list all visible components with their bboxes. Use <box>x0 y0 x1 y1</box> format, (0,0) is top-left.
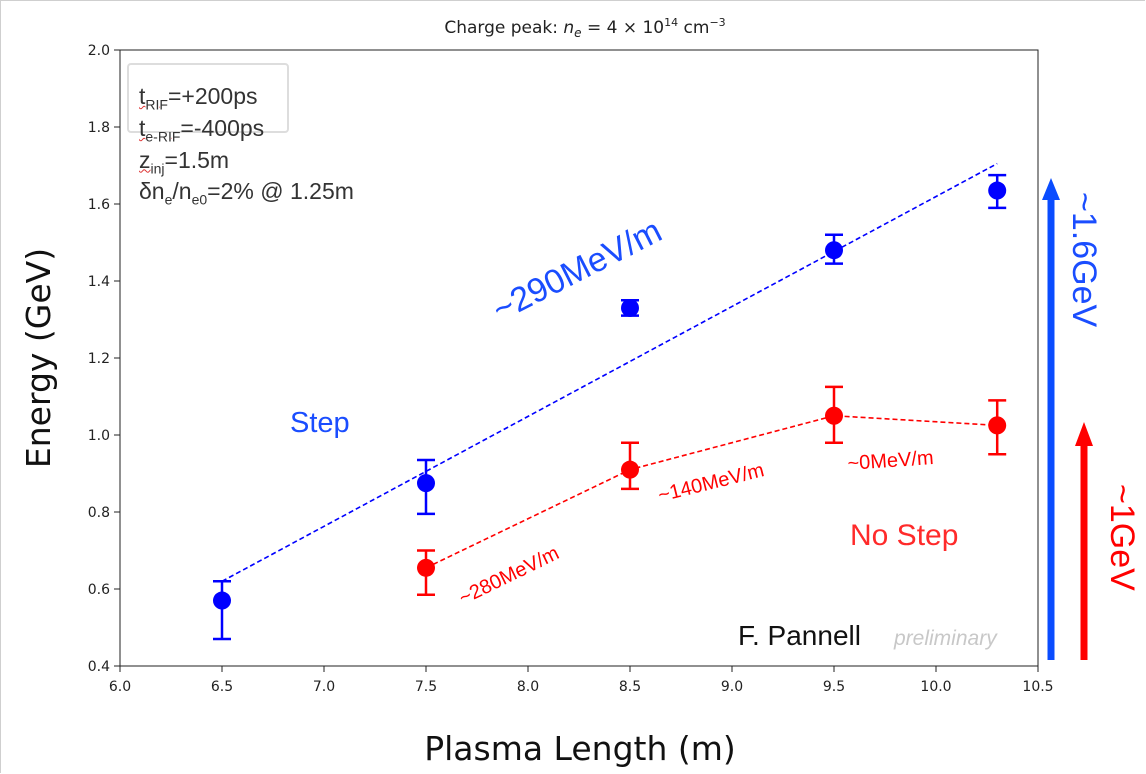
x-tick-label: 9.0 <box>721 679 743 695</box>
y-tick-label: 1.6 <box>88 197 110 213</box>
y-axis-label: Energy (GeV) <box>19 248 58 468</box>
y-tick-label: 0.8 <box>88 505 110 521</box>
y-tick-label: 2.0 <box>88 43 110 59</box>
data-point <box>621 298 639 317</box>
blue-arrow-label: ~1.6GeV <box>1065 192 1103 327</box>
x-axis-label: Plasma Length (m) <box>424 729 736 768</box>
preliminary-watermark: preliminary <box>893 627 998 650</box>
data-point <box>988 181 1007 200</box>
y-tick-label: 0.6 <box>88 582 110 598</box>
y-tick-label: 1.4 <box>88 274 110 290</box>
data-point <box>417 474 435 493</box>
data-point <box>621 460 639 479</box>
data-point <box>417 558 435 577</box>
param-z-inj: zinj=1.5m <box>139 146 230 177</box>
nostep-rate-annotation-3: ~0MeV/m <box>847 447 934 475</box>
data-point <box>825 241 843 260</box>
chart-title: Charge peak: ne = 4 × 1014 cm−3 <box>444 16 725 40</box>
y-tick-label: 0.4 <box>88 659 110 675</box>
x-tick-label: 8.0 <box>517 679 539 695</box>
param-density-step: δne/ne0=2% @ 1.25m <box>139 178 354 208</box>
series-step <box>213 162 1007 641</box>
param-t-rif: tRIF=+200ps <box>139 83 258 113</box>
y-tick-label: 1.0 <box>88 428 110 444</box>
x-tick-label: 6.5 <box>211 679 233 695</box>
nostep-rate-annotation-2: ~140MeV/m <box>656 459 766 507</box>
author-label: F. Pannell <box>738 620 861 651</box>
params-box-frame <box>127 63 289 133</box>
blue-energy-arrow <box>1042 178 1060 660</box>
red-arrow-label: ~1GeV <box>1103 484 1141 591</box>
x-axis-ticks: 6.0 6.5 7.0 7.5 8.0 8.5 9.0 9.5 10.0 10.5 <box>109 666 1054 695</box>
x-tick-label: 9.5 <box>823 679 845 695</box>
y-axis-ticks: 0.4 0.6 0.8 1.0 1.2 1.4 1.6 1.8 2.0 <box>88 43 120 675</box>
series-layer <box>213 162 1007 641</box>
series-no-step <box>417 385 1007 597</box>
x-tick-label: 10.0 <box>920 679 951 695</box>
step-rate-annotation: ~290MeV/m <box>486 212 667 330</box>
y-tick-label: 1.2 <box>88 351 110 367</box>
step-label: Step <box>290 407 350 439</box>
x-tick-label: 7.0 <box>313 679 335 695</box>
data-point <box>825 406 843 425</box>
data-point <box>213 591 231 610</box>
data-point <box>988 416 1007 435</box>
x-tick-label: 10.5 <box>1022 679 1053 695</box>
nostep-rate-annotation-1: ~280MeV/m <box>456 542 563 609</box>
connect-line <box>425 414 998 569</box>
red-energy-arrow <box>1075 422 1093 660</box>
fit-line <box>221 162 998 583</box>
param-t-e-rif: te-RIF=-400ps <box>139 114 265 145</box>
x-tick-label: 8.5 <box>619 679 641 695</box>
y-tick-label: 1.8 <box>88 120 110 136</box>
params-block: tRIF=+200ps te-RIF=-400ps zinj=1.5m δne/… <box>139 82 354 209</box>
nostep-label: No Step <box>850 519 958 552</box>
x-tick-label: 7.5 <box>415 679 437 695</box>
x-tick-label: 6.0 <box>109 679 131 695</box>
